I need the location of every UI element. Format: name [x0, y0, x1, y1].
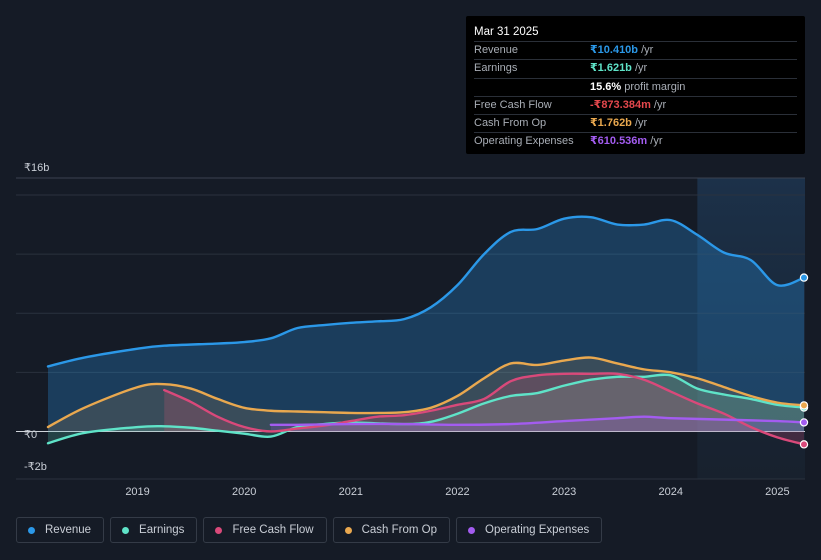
data-tooltip: Mar 31 2025 Revenue ₹10.410b /yr Earnings ₹… [466, 16, 805, 154]
legend-dot-icon [468, 526, 476, 534]
operating-expenses-end-marker [799, 418, 809, 427]
revenue-line [46, 215, 806, 368]
tooltip-row-label: Cash From Op [474, 117, 547, 130]
tooltip-row-label: Earnings [474, 62, 518, 75]
legend-label: Free Cash Flow [232, 524, 314, 536]
legend-item-operating-expenses[interactable]: Operating Expenses [456, 517, 603, 543]
forecast-highlight-region [697, 178, 805, 479]
tooltip-row-value: ₹610.536m /yr [590, 135, 663, 148]
tooltip-date: Mar 31 2025 [474, 26, 539, 38]
free-cash-flow-line [163, 372, 806, 446]
x-tick-label: 2024 [658, 486, 682, 498]
tooltip-row-label: Free Cash Flow [474, 98, 552, 111]
y-axis-label-bottom: -₹2b [24, 461, 47, 473]
tooltip-row-label: Operating Expenses [474, 135, 574, 148]
revenue-end-marker [799, 273, 809, 282]
grid-layer [16, 177, 805, 480]
y-axis-label-zero: ₹0 [24, 429, 37, 441]
free-cash-flow-end-marker [799, 440, 809, 449]
tooltip-row: Earnings ₹1.621b /yr [474, 59, 797, 77]
legend-dot-icon [28, 526, 35, 534]
tooltip-row-value: ₹10.410b /yr [590, 44, 654, 56]
tooltip-row: Operating Expenses ₹610.536m /yr [474, 132, 797, 150]
tooltip-row-value: ₹1.621b /yr [590, 62, 648, 75]
legend-label: Earnings [139, 524, 185, 536]
x-tick-label: 2022 [445, 486, 469, 498]
tooltip-row: Revenue ₹10.410b /yr [474, 41, 797, 59]
tooltip-row-label: Revenue [474, 44, 519, 56]
tooltip-row-value: 15.6% profit margin [590, 80, 686, 93]
legend-item-free-cash-flow[interactable]: Free Cash Flow [203, 517, 327, 543]
chart-legend: Revenue Earnings Free Cash Flow Cash From O… [16, 517, 603, 543]
earnings-area [48, 374, 804, 444]
x-tick-label: 2025 [765, 486, 789, 498]
earnings-line [46, 373, 806, 445]
marker-layer [799, 273, 809, 449]
tooltip-rows: Revenue ₹10.410b /yr Earnings ₹1.621b /yr 15… [474, 41, 797, 151]
x-tick-label: 2021 [339, 486, 363, 498]
tooltip-row-value: -₹873.384m /yr [590, 98, 667, 111]
tooltip-row: Cash From Op ₹1.762b /yr [474, 114, 797, 132]
legend-item-revenue[interactable]: Revenue [16, 517, 105, 543]
legend-dot-icon [215, 526, 223, 534]
axis-layer: ₹16b ₹0 -₹2b 2019 2020 2021 2022 2023 2024 2025 [24, 162, 790, 498]
line-layer [46, 215, 806, 446]
y-axis-label-top: ₹16b [24, 162, 49, 174]
x-tick-label: 2020 [232, 486, 256, 498]
tooltip-row-value: ₹1.762b /yr [590, 117, 648, 130]
legend-label: Revenue [45, 524, 92, 536]
cash-from-op-end-marker [799, 401, 809, 410]
operating-expenses-line [269, 415, 806, 427]
legend-dot-icon [122, 526, 130, 534]
cash-from-op-line [46, 356, 806, 429]
legend-label: Cash From Op [361, 524, 438, 536]
legend-item-earnings[interactable]: Earnings [110, 517, 198, 543]
legend-dot-icon [344, 526, 352, 534]
x-tick-label: 2019 [125, 486, 149, 498]
legend-label: Operating Expenses [485, 524, 590, 536]
tooltip-row-label [474, 79, 590, 96]
tooltip-row: 15.6% profit margin [474, 77, 797, 96]
tooltip-row: Free Cash Flow -₹873.384m /yr [474, 95, 797, 114]
operating-expenses-area [270, 416, 804, 432]
legend-item-cash-from-op[interactable]: Cash From Op [332, 517, 451, 543]
x-tick-label: 2023 [552, 486, 576, 498]
